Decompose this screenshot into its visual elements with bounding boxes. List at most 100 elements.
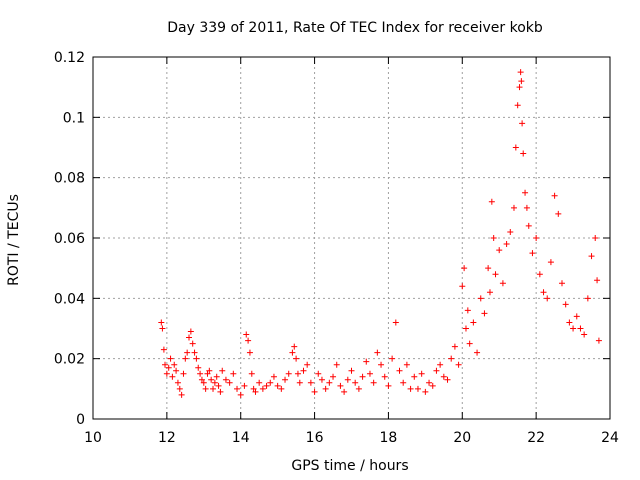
data-point xyxy=(517,69,524,76)
data-point xyxy=(326,379,333,386)
data-point xyxy=(490,235,497,241)
data-point xyxy=(444,376,451,383)
data-point xyxy=(455,361,462,368)
data-point xyxy=(243,331,250,338)
data-point xyxy=(189,340,196,347)
data-point xyxy=(213,373,220,380)
x-tick-label: 14 xyxy=(232,430,250,446)
data-point xyxy=(529,250,536,257)
data-point xyxy=(200,379,207,386)
data-point xyxy=(547,259,554,266)
data-point xyxy=(197,370,204,377)
x-tick-label: 22 xyxy=(527,430,545,446)
data-point xyxy=(573,313,580,320)
data-point xyxy=(169,373,176,380)
data-point xyxy=(333,361,340,368)
data-point xyxy=(278,385,285,392)
data-point xyxy=(187,328,194,335)
data-point xyxy=(206,367,213,374)
data-point xyxy=(570,325,577,332)
y-tick-label: 0 xyxy=(76,412,85,428)
data-point xyxy=(378,361,385,368)
data-point xyxy=(588,253,595,260)
data-point xyxy=(551,192,558,199)
data-point xyxy=(171,361,178,368)
data-point xyxy=(341,388,348,395)
data-point xyxy=(381,373,388,380)
data-point xyxy=(507,228,514,235)
data-point xyxy=(440,373,447,380)
data-point xyxy=(370,379,377,386)
data-point xyxy=(400,379,407,386)
data-point xyxy=(198,376,205,383)
data-point xyxy=(389,355,396,362)
data-point xyxy=(418,370,425,377)
data-point xyxy=(558,280,565,287)
data-point xyxy=(270,373,277,380)
x-tick-label: 16 xyxy=(306,430,324,446)
data-point xyxy=(165,364,172,371)
data-point xyxy=(592,235,599,241)
data-point xyxy=(208,376,215,383)
data-point xyxy=(403,361,410,368)
data-point xyxy=(566,319,573,326)
data-point xyxy=(294,370,301,377)
y-tick-label: 0.06 xyxy=(54,231,85,247)
data-point xyxy=(595,337,602,344)
plot-frame xyxy=(92,56,611,420)
x-tick-label: 12 xyxy=(158,430,176,446)
data-point xyxy=(555,210,562,217)
data-point xyxy=(470,319,477,326)
data-point xyxy=(293,355,300,362)
data-point xyxy=(437,361,444,368)
data-point xyxy=(182,355,189,362)
data-point xyxy=(291,343,298,350)
data-point xyxy=(162,361,169,368)
data-point xyxy=(180,370,187,377)
data-point xyxy=(348,367,355,374)
data-point xyxy=(195,364,202,371)
x-tick-label: 24 xyxy=(601,430,619,446)
data-point xyxy=(263,382,270,389)
data-point xyxy=(355,385,362,392)
axis-ticks: 10 12 14 16 18 20 22 24 0 0.02 0.04 0.06 0.08 0.1 0.12 xyxy=(54,50,619,446)
data-point xyxy=(459,283,466,290)
data-point xyxy=(466,340,473,347)
data-point xyxy=(173,367,180,374)
data-point xyxy=(407,385,414,392)
data-point xyxy=(540,289,547,296)
data-point xyxy=(191,349,198,356)
data-point xyxy=(461,265,468,272)
data-point xyxy=(184,349,191,356)
data-point xyxy=(562,301,569,308)
data-point xyxy=(204,370,211,377)
data-point xyxy=(246,349,253,356)
x-tick-label: 20 xyxy=(453,430,471,446)
data-point xyxy=(337,382,344,389)
data-point xyxy=(234,385,241,392)
data-point xyxy=(219,367,226,374)
y-tick-label: 0.12 xyxy=(54,50,85,66)
x-tick-label: 18 xyxy=(380,430,398,446)
data-point xyxy=(160,346,167,353)
data-point xyxy=(211,379,218,386)
data-point xyxy=(462,325,469,332)
data-point xyxy=(451,343,458,350)
data-point xyxy=(285,370,292,377)
data-point xyxy=(429,382,436,389)
data-point xyxy=(186,334,193,341)
y-tick-label: 0.1 xyxy=(63,110,85,126)
data-point xyxy=(499,280,506,287)
data-point xyxy=(193,355,200,362)
x-axis-label: GPS time / hours xyxy=(291,458,408,474)
data-point xyxy=(510,204,517,211)
data-point xyxy=(250,385,257,392)
data-point xyxy=(217,388,224,395)
data-point xyxy=(167,355,174,362)
data-point xyxy=(503,241,510,248)
data-point xyxy=(330,373,337,380)
y-tick-label: 0.08 xyxy=(54,171,85,187)
data-point xyxy=(422,388,429,395)
y-axis-label: ROTI / TECUs xyxy=(6,194,22,286)
